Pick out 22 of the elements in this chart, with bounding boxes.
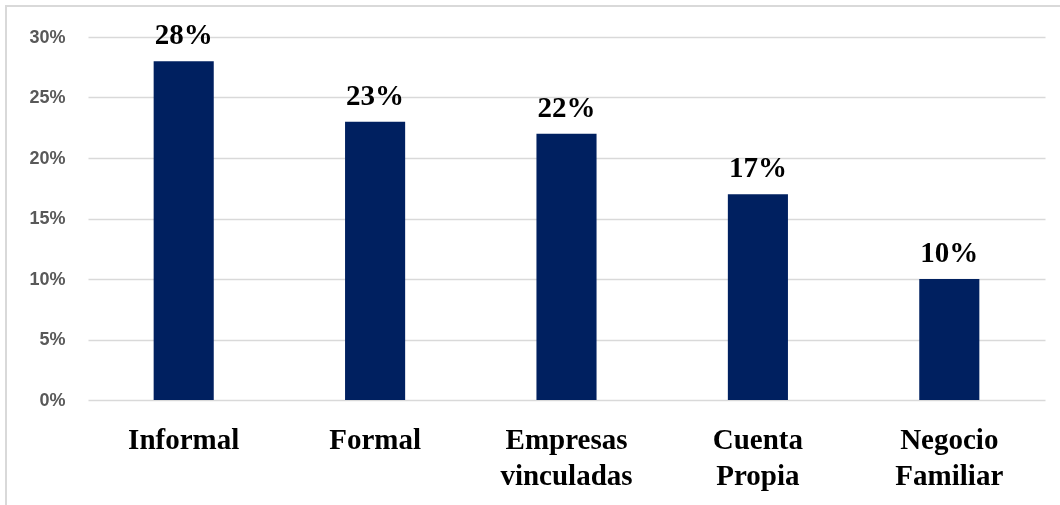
x-tick-label: Informal (128, 422, 240, 455)
x-tick-label: Empresas vinculadas (500, 422, 633, 491)
y-tick-label: 5% (39, 329, 66, 349)
x-tick-label: Negocio Familiar (895, 422, 1004, 491)
bar (345, 121, 406, 400)
data-label: 23% (346, 78, 405, 111)
bar (153, 61, 214, 400)
y-tick-label: 25% (29, 87, 66, 107)
y-tick-label: 15% (29, 208, 66, 228)
data-label: 22% (537, 90, 596, 123)
data-label: 10% (920, 236, 979, 268)
bar (536, 133, 597, 400)
x-tick-label: Formal (329, 422, 422, 455)
y-tick-label: 20% (29, 147, 66, 168)
bar (727, 194, 788, 400)
bar (919, 279, 980, 400)
y-tick-label: 30% (29, 26, 66, 47)
x-tick-label: Cuenta Propia (712, 422, 804, 491)
data-label: 17% (728, 151, 787, 184)
y-tick-label: 10% (29, 268, 66, 289)
data-label: 28% (154, 18, 213, 51)
y-tick-label: 0% (39, 389, 66, 410)
